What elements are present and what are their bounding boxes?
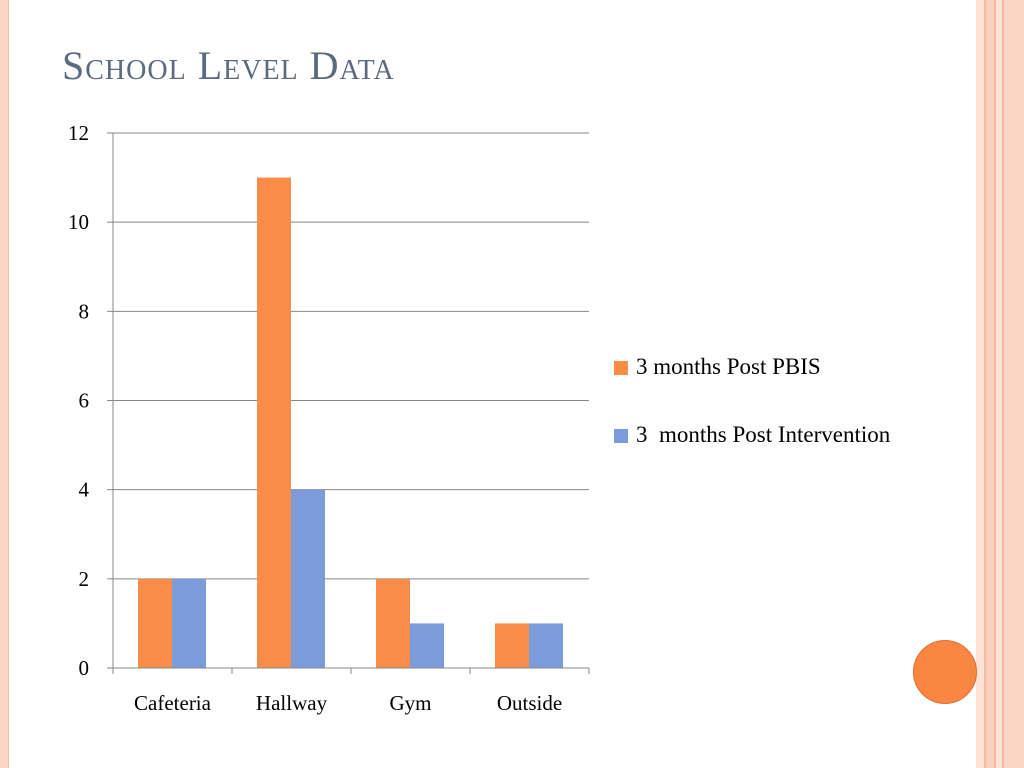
legend-item-post-intervention: 3 months Post Intervention (614, 420, 914, 450)
legend-label-post-pbis: 3 months Post PBIS (636, 354, 821, 379)
bar-outside-series-1 (529, 623, 563, 668)
bar-outside-series-0 (495, 623, 529, 668)
x-tick-label-hallway: Hallway (256, 691, 328, 715)
x-tick-label-outside: Outside (497, 691, 562, 715)
y-tick-label-6: 6 (79, 389, 90, 413)
y-tick-label-10: 10 (68, 210, 89, 234)
chart-legend: 3 months Post PBIS 3 months Post Interve… (614, 352, 914, 488)
decorative-circle (913, 640, 977, 704)
y-tick-label-0: 0 (79, 656, 90, 680)
y-tick-label-12: 12 (68, 121, 89, 145)
legend-swatch-post-pbis (614, 361, 628, 375)
y-tick-label-8: 8 (79, 299, 90, 323)
x-tick-label-cafeteria: Cafeteria (134, 691, 212, 715)
left-border-decoration (0, 0, 9, 768)
bar-cafeteria-series-1 (172, 578, 206, 668)
bar-gym-series-1 (410, 623, 444, 668)
page-title: School Level Data (62, 43, 395, 88)
x-tick-label-gym: Gym (390, 691, 432, 715)
legend-item-post-pbis: 3 months Post PBIS (614, 352, 914, 382)
legend-swatch-post-intervention (614, 429, 628, 443)
bar-hallway-series-0 (257, 177, 291, 669)
legend-label-post-intervention: 3 months Post Intervention (636, 422, 891, 447)
y-tick-label-4: 4 (79, 478, 90, 502)
bar-hallway-series-1 (291, 489, 325, 668)
y-tick-label-2: 2 (79, 567, 90, 591)
right-border-decoration (976, 0, 1024, 768)
bar-cafeteria-series-0 (138, 578, 172, 668)
bar-gym-series-0 (376, 578, 410, 668)
